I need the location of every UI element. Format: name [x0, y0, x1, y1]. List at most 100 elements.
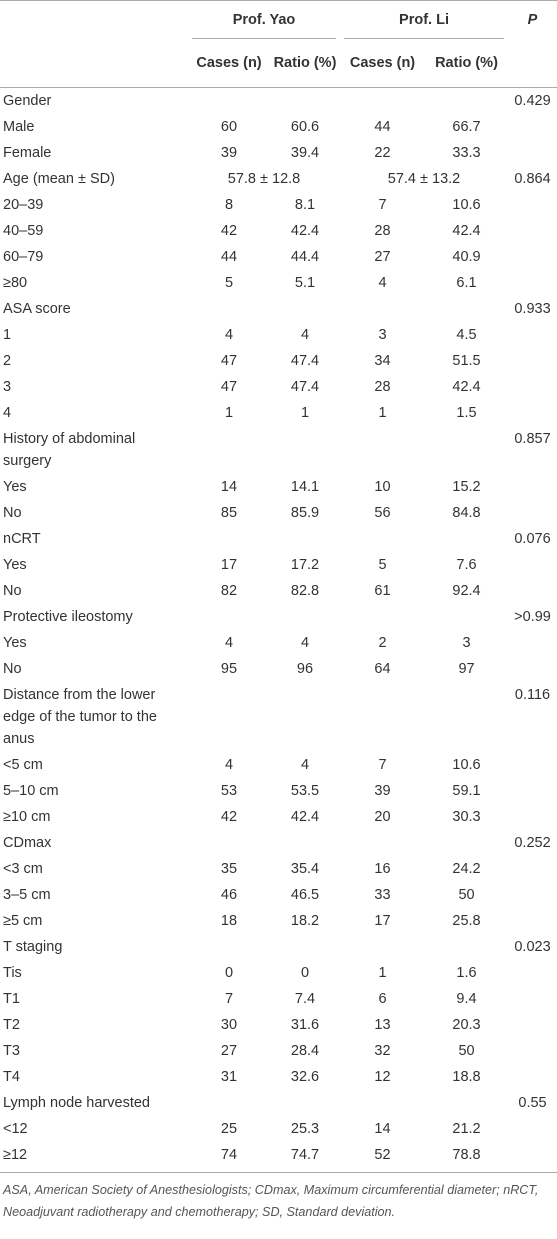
cell: 18.2 — [290, 913, 320, 929]
table-row: 3–5 cm 46 46.5 33 50 — [0, 882, 557, 908]
empty-cell — [508, 908, 557, 934]
row-label: No — [3, 661, 22, 677]
cell: 42.4 — [290, 223, 320, 239]
cell: 52 — [340, 1142, 425, 1173]
cell: 4 — [224, 757, 234, 773]
p-value: >0.99 — [514, 609, 551, 625]
cell: 82.8 — [290, 583, 320, 599]
row-label: ASA score — [3, 301, 71, 317]
cell: 82 — [220, 583, 238, 599]
table-row: T4 31 32.6 12 18.8 — [0, 1064, 557, 1090]
row-label: No — [3, 583, 22, 599]
row-label: <3 cm — [3, 861, 43, 877]
empty-cell — [188, 830, 508, 856]
cell: 7.6 — [456, 557, 477, 573]
cell: 57.8 ± 12.8 — [227, 171, 301, 187]
table-row: T staging 0.023 — [0, 934, 557, 960]
table-row: 3 47 47.4 28 42.4 — [0, 374, 557, 400]
p-value: 0.076 — [514, 531, 551, 547]
cell: 25.3 — [290, 1121, 320, 1137]
row-label: <5 cm — [3, 757, 43, 773]
empty-cell — [188, 426, 508, 474]
cell: 4 — [300, 635, 310, 651]
cell: 13 — [374, 1017, 391, 1033]
cell: 17 — [220, 557, 238, 573]
empty-cell — [508, 400, 557, 426]
cell: 5.1 — [294, 275, 316, 291]
cell: 1 — [378, 965, 387, 981]
table-row: <5 cm 4 4 7 10.6 — [0, 752, 557, 778]
empty-cell — [508, 218, 557, 244]
cell: 53.5 — [290, 783, 320, 799]
empty-cell — [508, 374, 557, 400]
group-label: Prof. Li — [399, 12, 449, 28]
row-label: Distance from the lower edge of the tumo… — [3, 687, 157, 747]
cell: 64 — [374, 661, 391, 677]
cell: 22 — [374, 145, 391, 161]
row-label: History of abdominal surgery — [3, 431, 136, 469]
row-label: Male — [3, 119, 35, 135]
group-header: Prof. Li — [340, 0, 509, 39]
p-value: 0.116 — [514, 687, 551, 703]
row-label: 4 — [3, 405, 12, 421]
table-row: 60–79 44 44.4 27 40.9 — [0, 244, 557, 270]
group-underline — [344, 38, 505, 39]
cell: 33.3 — [452, 145, 481, 161]
cell: 97 — [458, 661, 475, 677]
cell: 21.2 — [452, 1121, 481, 1137]
cell: 44 — [220, 249, 238, 265]
row-label: Female — [3, 145, 52, 161]
cell: 28 — [374, 223, 391, 239]
cell: 8.1 — [294, 197, 316, 213]
cell: 20.3 — [452, 1017, 481, 1033]
cell: 57.4 ± 13.2 — [387, 171, 461, 187]
table-row: Yes 14 14.1 10 15.2 — [0, 474, 557, 500]
cell: 46.5 — [290, 887, 320, 903]
subheader: Ratio (%) — [270, 39, 340, 88]
cell: 96 — [296, 661, 314, 677]
empty-cell — [508, 552, 557, 578]
table-row: Tis 0 0 1 1.6 — [0, 960, 557, 986]
empty-cell — [508, 140, 557, 166]
empty-cell — [508, 348, 557, 374]
row-label: Age (mean ± SD) — [3, 171, 115, 187]
row-label: 20–39 — [3, 197, 44, 213]
header-empty — [0, 39, 188, 88]
cell: 59.1 — [452, 783, 481, 799]
cell: 10.6 — [452, 757, 481, 773]
cell: 4 — [224, 635, 234, 651]
row-label: ≥5 cm — [3, 913, 43, 929]
empty-cell — [508, 474, 557, 500]
cell: 47 — [220, 379, 238, 395]
cell: 5 — [224, 275, 234, 291]
table-row: No 85 85.9 56 84.8 — [0, 500, 557, 526]
table-row: Yes 17 17.2 5 7.6 — [0, 552, 557, 578]
cell: 53 — [220, 783, 238, 799]
empty-cell — [508, 578, 557, 604]
cell: 1 — [300, 405, 310, 421]
row-label: T2 — [3, 1017, 20, 1033]
cell: 33 — [374, 887, 391, 903]
empty-cell — [508, 960, 557, 986]
table-row: T3 27 28.4 32 50 — [0, 1038, 557, 1064]
empty-cell — [508, 804, 557, 830]
cell: 42 — [220, 809, 238, 825]
cell: 44 — [374, 119, 391, 135]
table-row: 40–59 42 42.4 28 42.4 — [0, 218, 557, 244]
table-row: Age (mean ± SD) 57.8 ± 12.8 57.4 ± 13.2 0.8… — [0, 166, 557, 192]
table-body: Gender 0.429 Male 60 60.6 44 66.7 Female 39 39.4 2… — [0, 88, 557, 1173]
cell: 0 — [300, 965, 310, 981]
p-value: 0.429 — [514, 93, 551, 109]
table-row: <12 25 25.3 14 21.2 — [0, 1116, 557, 1142]
cell: 42.4 — [452, 379, 481, 395]
cell: 78.8 — [425, 1142, 509, 1173]
cell: 6 — [378, 991, 387, 1007]
empty-cell — [508, 1116, 557, 1142]
empty-cell — [508, 322, 557, 348]
empty-cell — [508, 986, 557, 1012]
empty-cell — [508, 114, 557, 140]
cell: 14.1 — [290, 479, 320, 495]
cell: 9.4 — [456, 991, 477, 1007]
p-value: 0.252 — [514, 835, 551, 851]
empty-cell — [508, 856, 557, 882]
